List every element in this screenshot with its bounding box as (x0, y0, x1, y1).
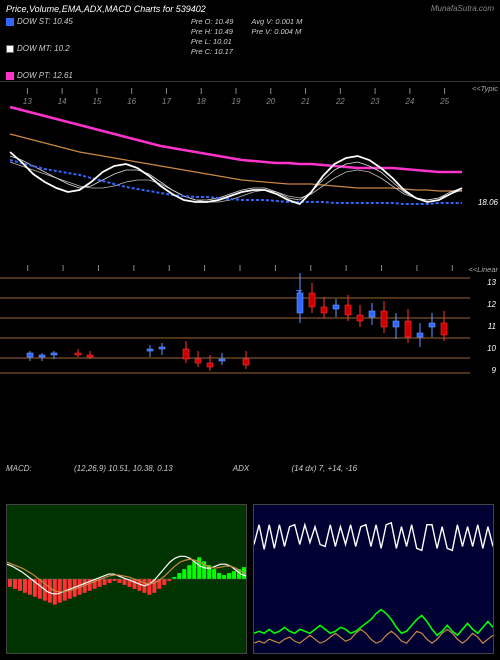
adx-svg (254, 505, 493, 653)
adx-label: ADX (233, 464, 249, 473)
macd-params: (12,26,9) 10.51, 10.38, 0.13 (74, 464, 173, 473)
svg-text:25: 25 (439, 97, 449, 106)
stats-col2: Avg V: 0.001 M Pre V: 0.004 M (251, 17, 302, 80)
svg-text:9: 9 (492, 366, 497, 375)
stat-avg-v: Avg V: 0.001 M (251, 17, 302, 26)
svg-text:18: 18 (197, 97, 206, 106)
legend-mt-label: DOW MT: 10.2 (17, 44, 70, 53)
svg-text:21: 21 (300, 97, 310, 106)
macd-label: MACD: (6, 464, 32, 473)
legend-stats-row: DOW ST: 10.45 DOW MT: 10.2 DOW PT: 12.61… (0, 16, 500, 81)
svg-text:24: 24 (404, 97, 414, 106)
svg-text:10: 10 (487, 344, 496, 353)
svg-text:17: 17 (162, 97, 171, 106)
indicator-row (0, 504, 500, 654)
svg-text:13: 13 (487, 278, 496, 287)
price-chart-panel[interactable]: 13 14 15 16 17 18 19 20 21 22 23 24 25 18.06 <<Typic (0, 81, 500, 261)
stat-pre-o: Pre O: 10.49 (191, 17, 234, 26)
adx-panel[interactable] (253, 504, 494, 654)
svg-text:15: 15 (92, 97, 101, 106)
price-last-label: 18.06 (478, 198, 498, 207)
svg-text:16: 16 (127, 97, 136, 106)
stat-pre-h: Pre H: 10.49 (191, 27, 234, 36)
swatch-pt (6, 72, 14, 80)
stats-col1: Pre O: 10.49 Pre H: 10.49 Pre L: 10.01 P… (191, 17, 234, 80)
candle-chart-svg: 910111213T (0, 263, 500, 383)
svg-text:20: 20 (265, 97, 275, 106)
swatch-st (6, 18, 14, 26)
legend-pt-label: DOW PT: 12.61 (17, 71, 73, 80)
stat-pre-c: Pre C: 10.17 (191, 47, 234, 56)
svg-text:12: 12 (487, 300, 496, 309)
svg-text:22: 22 (335, 97, 345, 106)
legend-st-label: DOW ST: 10.45 (17, 17, 73, 26)
macd-label-group: MACD: (12,26,9) 10.51, 10.38, 0.13 (6, 464, 173, 473)
legend-pt: DOW PT: 12.61 (6, 71, 73, 80)
site-name: MunafaSutra.com (431, 4, 494, 14)
legend-st: DOW ST: 10.45 (6, 17, 73, 26)
svg-text:19: 19 (232, 97, 241, 106)
price-axis-title: <<Typic (472, 84, 498, 93)
candle-axis-title: <<Linear (468, 265, 498, 274)
chart-header: Price,Volume,EMA,ADX,MACD Charts for 539… (0, 0, 500, 16)
indicator-labels: MACD: (12,26,9) 10.51, 10.38, 0.13 ADX (… (0, 460, 363, 477)
candle-chart-panel[interactable]: 910111213T <<Linear (0, 263, 500, 383)
page-title: Price,Volume,EMA,ADX,MACD Charts for 539… (6, 4, 206, 14)
svg-text:11: 11 (488, 322, 496, 331)
svg-text:23: 23 (370, 97, 380, 106)
legend-mt: DOW MT: 10.2 (6, 44, 73, 53)
svg-text:13: 13 (23, 97, 32, 106)
adx-label-group: ADX (14 dx) 7, +14, -16 (233, 464, 357, 473)
price-chart-svg: 13 14 15 16 17 18 19 20 21 22 23 24 25 (0, 82, 500, 262)
stat-pre-v: Pre V: 0.004 M (251, 27, 302, 36)
macd-panel[interactable] (6, 504, 247, 654)
legend-group: DOW ST: 10.45 DOW MT: 10.2 DOW PT: 12.61 (6, 17, 73, 80)
macd-svg (7, 505, 246, 653)
svg-text:14: 14 (58, 97, 67, 106)
swatch-mt (6, 45, 14, 53)
stat-pre-l: Pre L: 10.01 (191, 37, 234, 46)
adx-params: (14 dx) 7, +14, -16 (291, 464, 357, 473)
